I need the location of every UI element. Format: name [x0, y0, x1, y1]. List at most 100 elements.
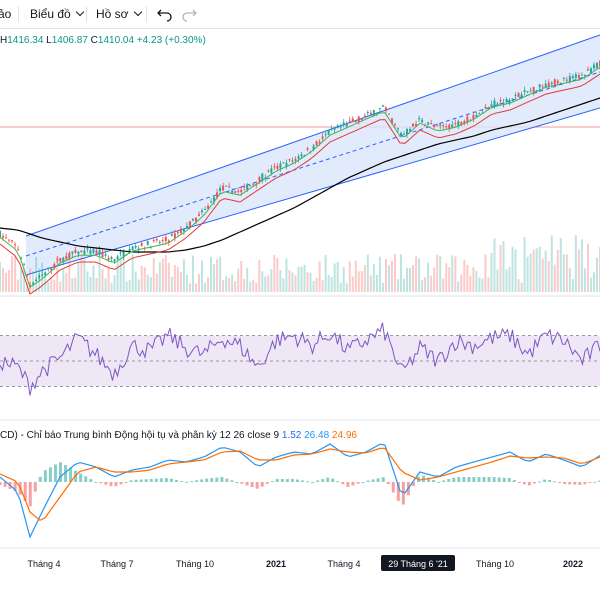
volume-bar: [511, 246, 514, 292]
volume-bar: [59, 281, 62, 292]
candle-body: [173, 233, 176, 239]
volume-bar: [535, 248, 538, 292]
candle-body: [466, 116, 469, 123]
macd-histogram-bar: [59, 462, 63, 482]
macd-histogram-bar: [285, 479, 289, 482]
volume-bar: [460, 274, 463, 292]
macd-histogram-bar: [568, 482, 572, 485]
volume-bar: [219, 256, 222, 292]
volume-bar: [53, 279, 56, 292]
macd-histogram-bar: [99, 482, 103, 484]
macd-histogram-bar: [295, 479, 299, 482]
macd-histogram-bar: [477, 477, 481, 482]
volume-bar: [538, 246, 541, 292]
candle-body: [101, 251, 104, 258]
volume-bar: [505, 269, 508, 292]
change-value: +4.23 (+0.30%): [136, 35, 206, 46]
macd-histogram-bar: [0, 482, 2, 485]
macd-histogram-bar: [593, 481, 597, 483]
redo-icon[interactable]: [180, 5, 198, 23]
volume-bar: [65, 272, 68, 292]
candle-body: [363, 115, 366, 117]
macd-histogram-bar: [437, 481, 441, 483]
volume-bar: [252, 280, 255, 292]
candle-body: [2, 236, 5, 238]
candle-body: [433, 125, 436, 127]
volume-bar: [285, 258, 288, 292]
candle-body: [442, 125, 445, 127]
candle-body: [532, 86, 535, 93]
candle-body: [345, 123, 348, 127]
volume-bar: [222, 280, 225, 292]
volume-bar: [565, 254, 568, 292]
candle-body: [550, 82, 553, 84]
volume-bar: [41, 262, 44, 292]
candle-body: [472, 115, 475, 119]
x-axis-tick-label: Tháng 7: [100, 559, 133, 569]
toolbar-partial-item[interactable]: ảo: [0, 7, 12, 21]
candle-body: [276, 166, 279, 169]
volume-bar: [529, 253, 532, 292]
volume-bar: [342, 266, 345, 292]
macd-histogram-bar: [442, 480, 446, 482]
chart-menu[interactable]: Biểu đồ: [30, 6, 84, 22]
volume-bar: [484, 254, 487, 292]
macd-histogram-bar: [553, 481, 557, 483]
macd-histogram-bar: [94, 481, 98, 483]
close-label: C: [90, 35, 98, 46]
profile-menu[interactable]: Hồ sơ: [96, 6, 142, 22]
volume-bar: [185, 274, 188, 292]
volume-bar: [297, 266, 300, 292]
candle-body: [53, 264, 56, 268]
candle-body: [149, 247, 152, 249]
volume-bar: [583, 268, 586, 292]
macd-histogram-bar: [144, 479, 148, 482]
candle-body: [306, 148, 309, 150]
candle-body: [201, 210, 204, 213]
candle-body: [315, 141, 318, 146]
volume-bar: [288, 270, 291, 292]
volume-bar: [231, 274, 234, 292]
candle-body: [463, 121, 466, 124]
macd-histogram-bar: [225, 478, 229, 482]
volume-bar: [29, 268, 32, 292]
candle-body: [427, 122, 430, 125]
undo-icon[interactable]: [156, 5, 174, 23]
volume-bar: [357, 271, 360, 292]
macd-histogram-bar: [13, 482, 17, 491]
candle-body: [44, 272, 47, 275]
volume-bar: [17, 279, 20, 292]
candle-body: [8, 239, 11, 241]
volume-bar: [5, 272, 8, 292]
x-axis-tick-label: Tháng 4: [327, 559, 360, 569]
candle-body: [176, 231, 179, 234]
candle-body: [119, 252, 122, 254]
volume-bar: [0, 262, 1, 292]
volume-bar: [562, 254, 565, 292]
candle-body: [297, 156, 300, 159]
volume-bar: [442, 278, 445, 292]
macd-histogram-bar: [321, 479, 325, 482]
volume-bar: [158, 262, 161, 292]
candle-body: [384, 107, 387, 112]
volume-bar: [182, 259, 185, 292]
candle-body: [484, 106, 487, 108]
macd-legend: CD) - Chỉ báo Trung bình Động hội tụ và …: [0, 430, 357, 441]
volume-bar: [104, 278, 107, 292]
volume-bar: [517, 279, 520, 292]
candle-body: [415, 123, 418, 127]
macd-histogram-bar: [215, 477, 219, 482]
candle-body: [89, 250, 92, 254]
volume-bar: [92, 265, 95, 292]
volume-bar: [26, 282, 29, 292]
sma-200-line: [0, 97, 600, 253]
candle-body: [330, 128, 333, 130]
volume-bar: [240, 260, 243, 292]
volume-bar: [451, 255, 454, 292]
macd-histogram-bar: [598, 480, 600, 482]
macd-histogram-bar: [492, 477, 496, 482]
volume-bar: [463, 259, 466, 292]
volume-bar: [321, 280, 324, 292]
candle-body: [210, 201, 213, 203]
